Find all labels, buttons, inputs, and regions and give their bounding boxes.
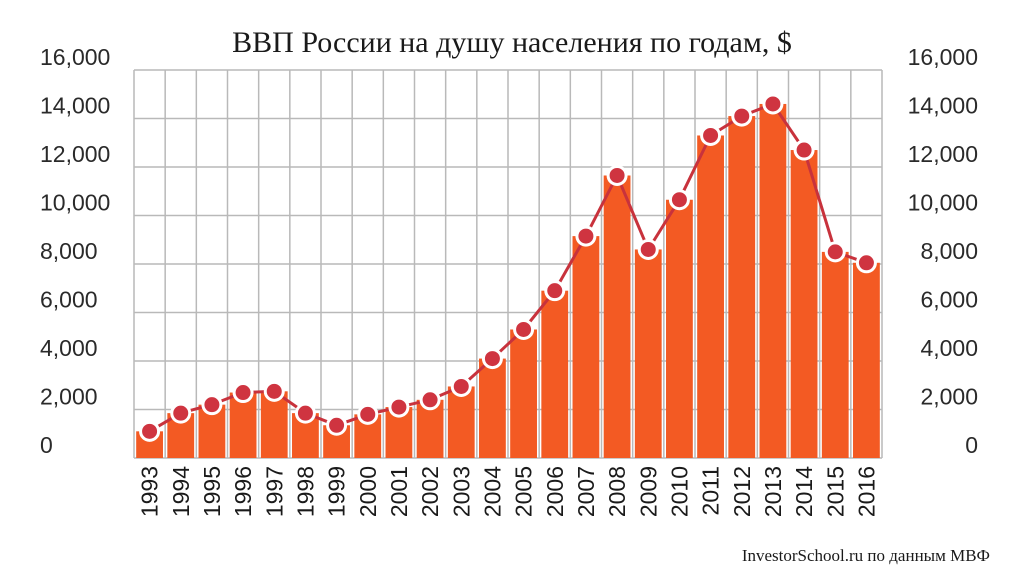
point-2016 xyxy=(855,252,877,274)
point-2015 xyxy=(824,241,846,263)
y-tick-label-left: 14,000 xyxy=(40,93,110,119)
x-tick-label-1998: 1998 xyxy=(292,466,318,517)
y-tick-label-right: 10,000 xyxy=(908,190,978,216)
point-1995 xyxy=(201,394,223,416)
point-2010 xyxy=(668,189,690,211)
point-1999 xyxy=(326,414,348,436)
bar-2008 xyxy=(603,175,631,459)
y-tick-label-left: 4,000 xyxy=(40,335,98,361)
bar-2016 xyxy=(853,262,880,458)
point-2002 xyxy=(419,389,441,411)
x-tick-label-2013: 2013 xyxy=(760,466,786,517)
y-tick-label-right: 14,000 xyxy=(908,93,978,119)
x-tick-label-1997: 1997 xyxy=(261,466,287,517)
y-tick-label-right: 12,000 xyxy=(908,141,978,167)
y-tick-label-left: 0 xyxy=(40,432,53,458)
x-tick-label-2005: 2005 xyxy=(511,466,537,517)
x-tick-label-2016: 2016 xyxy=(853,466,879,517)
bar-2015 xyxy=(821,251,849,458)
x-tick-label-2012: 2012 xyxy=(729,466,755,517)
y-tick-label-left: 2,000 xyxy=(40,384,98,410)
y-tick-label-right: 8,000 xyxy=(920,238,978,264)
point-2008 xyxy=(606,164,628,186)
y-tick-label-right: 0 xyxy=(965,432,978,458)
x-tick-label-2007: 2007 xyxy=(573,466,599,517)
point-2014 xyxy=(793,139,815,161)
x-tick-label-2011: 2011 xyxy=(698,466,724,515)
bar-2009 xyxy=(634,249,662,458)
x-tick-label-2009: 2009 xyxy=(635,466,661,517)
bar-2011 xyxy=(697,135,724,458)
x-tick-label-2002: 2002 xyxy=(417,466,443,517)
source-note: InvestorSchool.ru по данным МВФ xyxy=(741,546,990,565)
y-tick-label-left: 10,000 xyxy=(40,190,110,216)
x-tick-label-2006: 2006 xyxy=(542,466,568,517)
x-tick-label-2001: 2001 xyxy=(386,466,412,517)
x-tick-label-2000: 2000 xyxy=(355,466,381,517)
point-1997 xyxy=(263,380,285,402)
x-tick-label-2008: 2008 xyxy=(604,466,630,517)
y-tick-label-left: 6,000 xyxy=(40,287,98,313)
point-2000 xyxy=(357,403,379,425)
point-1993 xyxy=(139,420,161,442)
x-tick-label-1994: 1994 xyxy=(168,466,194,517)
bar-2003 xyxy=(447,386,475,458)
bar-1996 xyxy=(229,392,257,458)
point-2001 xyxy=(388,396,410,418)
point-2009 xyxy=(637,238,659,260)
bar-1997 xyxy=(260,391,288,458)
point-1996 xyxy=(232,382,254,404)
y-tick-label-left: 8,000 xyxy=(40,238,98,264)
bar-2004 xyxy=(479,358,506,458)
bar-2006 xyxy=(541,290,569,458)
x-tick-label-1999: 1999 xyxy=(324,466,350,517)
x-tick-label-1995: 1995 xyxy=(199,466,225,517)
bar-2007 xyxy=(572,236,600,458)
bar-2014 xyxy=(790,150,818,458)
bar-2005 xyxy=(510,329,537,458)
x-tick-label-2015: 2015 xyxy=(822,466,848,517)
point-2003 xyxy=(450,375,472,397)
x-tick-label-2003: 2003 xyxy=(448,466,474,517)
point-2012 xyxy=(731,105,753,127)
point-2013 xyxy=(762,93,784,115)
x-tick-label-2010: 2010 xyxy=(666,466,692,517)
x-tick-label-1993: 1993 xyxy=(137,466,163,517)
y-tick-label-right: 16,000 xyxy=(908,44,978,70)
point-2004 xyxy=(481,348,503,370)
bar-2010 xyxy=(666,199,693,459)
point-1994 xyxy=(170,402,192,424)
bar-2012 xyxy=(728,116,756,458)
y-tick-label-left: 12,000 xyxy=(40,141,110,167)
point-2005 xyxy=(513,318,535,340)
point-2007 xyxy=(575,225,597,247)
y-tick-label-right: 2,000 xyxy=(920,384,978,410)
y-tick-label-left: 16,000 xyxy=(40,44,110,70)
point-1998 xyxy=(294,402,316,424)
x-tick-label-1996: 1996 xyxy=(230,466,256,517)
point-2006 xyxy=(544,280,566,302)
chart-title: ВВП России на душу населения по годам, $ xyxy=(232,26,792,59)
x-tick-label-2004: 2004 xyxy=(479,466,505,517)
point-2011 xyxy=(700,124,722,146)
y-tick-label-right: 6,000 xyxy=(920,287,978,313)
y-tick-label-right: 4,000 xyxy=(920,335,978,361)
bar-2013 xyxy=(759,103,787,458)
x-tick-label-2014: 2014 xyxy=(791,466,817,517)
